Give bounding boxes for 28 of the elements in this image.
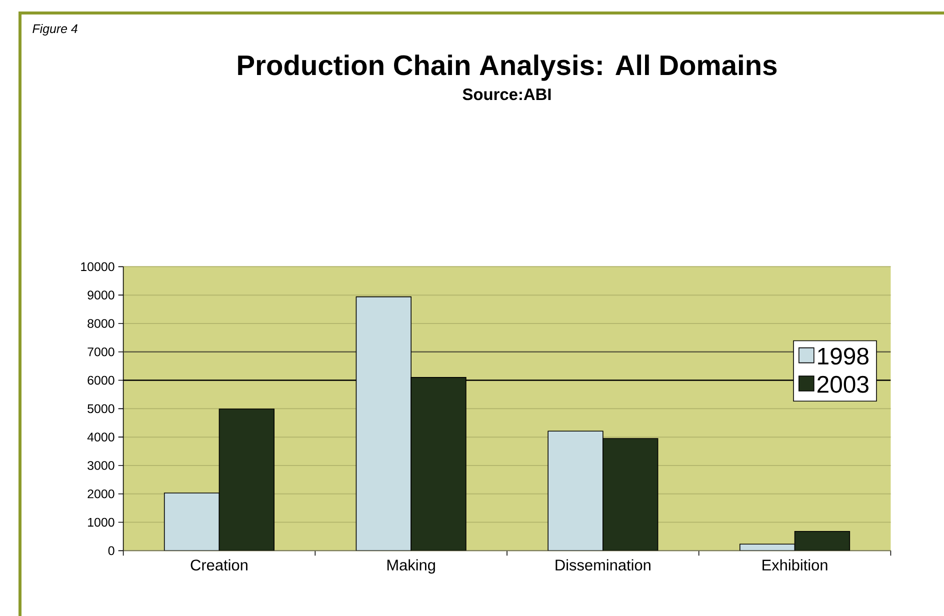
y-tick-label: 6000	[88, 376, 114, 385]
chart-subtitle: Source:ABI	[462, 88, 551, 100]
bar	[548, 430, 604, 551]
bar	[794, 530, 850, 551]
y-tick-label: 3000	[88, 461, 114, 470]
chart-title: Production Chain Analysis: All Domains	[238, 54, 777, 81]
y-tick-label: 0	[108, 546, 114, 556]
bar	[740, 544, 796, 551]
bar	[356, 296, 412, 551]
y-tick-label: 4000	[87, 432, 114, 442]
y-tick-label: 2000	[88, 489, 114, 498]
y-tick-label: 8000	[88, 319, 114, 328]
y-tick-label: 10000	[81, 262, 114, 272]
y-tick-label: 5000	[88, 404, 114, 414]
y-tick-label: 9000	[88, 290, 114, 300]
legend-label: 2003	[818, 376, 868, 393]
y-tick-label: 7000	[88, 347, 114, 356]
bar	[164, 492, 220, 551]
x-tick-label: Dissemination	[556, 559, 650, 571]
x-tick-label: Exhibition	[762, 559, 828, 571]
x-tick-label: Creation	[190, 559, 248, 571]
y-tick-label: 1000	[88, 518, 114, 527]
bar	[410, 377, 466, 551]
caption: Figure 4	[32, 24, 78, 36]
bar	[602, 438, 658, 551]
bar	[218, 408, 275, 551]
legend-label: 1998	[818, 348, 868, 365]
x-tick-label: Making	[387, 559, 435, 574]
